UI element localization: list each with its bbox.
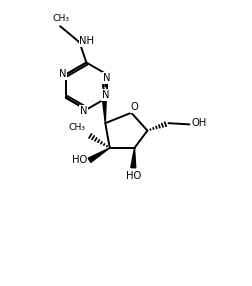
Polygon shape — [88, 148, 110, 162]
Text: HO: HO — [126, 171, 141, 181]
Text: HO: HO — [72, 155, 87, 165]
Text: N: N — [102, 90, 109, 100]
Polygon shape — [102, 92, 107, 123]
Text: CH₃: CH₃ — [53, 14, 70, 23]
Polygon shape — [131, 148, 136, 168]
Text: OH: OH — [192, 118, 207, 128]
Text: N: N — [58, 69, 66, 79]
Text: CH₃: CH₃ — [69, 123, 85, 132]
Text: NH: NH — [79, 36, 94, 46]
Text: N: N — [103, 73, 110, 83]
Text: N: N — [80, 106, 87, 116]
Text: O: O — [130, 102, 138, 112]
